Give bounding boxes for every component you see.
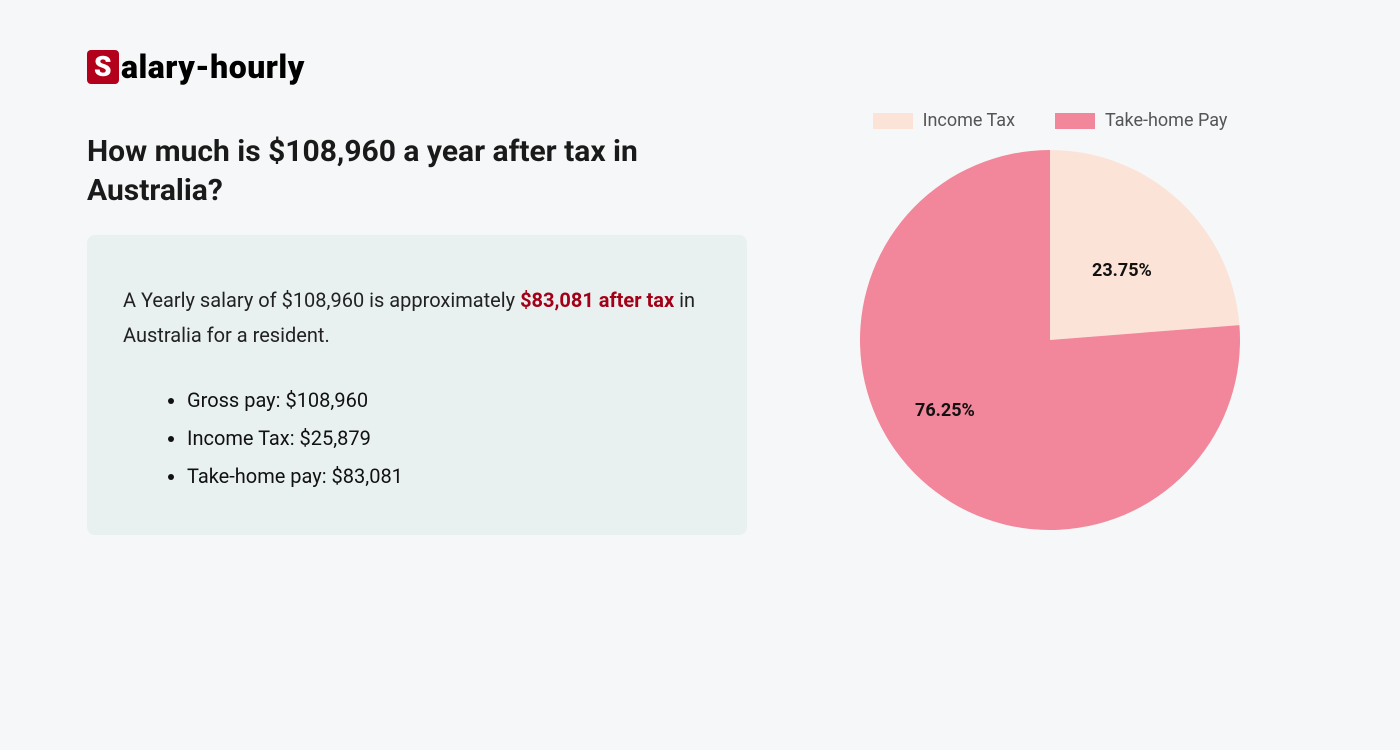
summary-card: A Yearly salary of $108,960 is approxima… [87, 235, 747, 535]
summary-pre: A Yearly salary of $108,960 is approxima… [123, 288, 520, 312]
pie-slice-income-tax [1050, 150, 1239, 340]
logo-badge: S [87, 50, 119, 84]
slice-label-take-home: 76.25% [915, 400, 975, 421]
legend-swatch-take-home [1055, 113, 1095, 129]
pie-chart-panel: Income Tax Take-home Pay 23.75% 76.25% [810, 100, 1290, 640]
page-root: Salary-hourly How much is $108,960 a yea… [0, 0, 1400, 750]
summary-bullet-list: Gross pay: $108,960 Income Tax: $25,879 … [123, 381, 711, 495]
bullet-gross-pay: Gross pay: $108,960 [187, 381, 711, 419]
pie-chart: 23.75% 76.25% [860, 150, 1240, 530]
summary-highlight: $83,081 after tax [520, 288, 674, 312]
legend-item-income-tax: Income Tax [873, 110, 1015, 131]
logo-text: alary-hourly [121, 48, 305, 86]
bullet-income-tax: Income Tax: $25,879 [187, 419, 711, 457]
legend-item-take-home: Take-home Pay [1055, 110, 1227, 131]
page-title: How much is $108,960 a year after tax in… [87, 132, 747, 210]
pie-svg [860, 150, 1240, 530]
slice-label-income-tax: 23.75% [1092, 260, 1152, 281]
pie-slices-group [860, 150, 1240, 530]
summary-sentence: A Yearly salary of $108,960 is approxima… [123, 283, 711, 353]
site-logo: Salary-hourly [87, 48, 305, 86]
legend-swatch-income-tax [873, 113, 913, 129]
legend-label-take-home: Take-home Pay [1105, 110, 1227, 131]
bullet-take-home-pay: Take-home pay: $83,081 [187, 457, 711, 495]
chart-legend: Income Tax Take-home Pay [810, 110, 1290, 131]
legend-label-income-tax: Income Tax [923, 110, 1015, 131]
